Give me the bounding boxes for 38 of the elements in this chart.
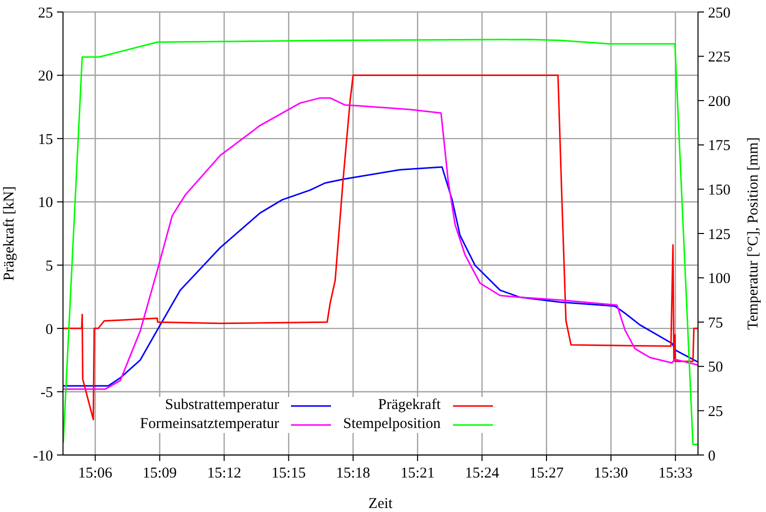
x-tick-label: 15:18 [336,466,370,482]
y2-tick-label: 200 [708,94,730,110]
y2-tick-label: 0 [708,448,716,464]
y-tick-label: 5 [46,258,53,274]
y-tick-label: 0 [46,322,53,338]
legend-label: Formeinsatztemperatur [140,416,280,433]
y2-tick-label: 225 [708,50,730,66]
line-series [63,97,698,390]
y-tick-label: 25 [38,5,53,22]
x-tick-label: 15:21 [400,466,435,482]
y-tick-label: 20 [38,68,53,85]
x-tick-label: 15:06 [78,466,113,482]
y2-tick-label: 75 [708,315,723,332]
x-tick-label: 15:09 [142,466,177,482]
y2-tick-label: 250 [708,5,730,22]
legend-label: Substrattemperatur [164,397,280,414]
x-axis-title: Zeit [368,496,394,512]
y-tick-label: 15 [38,132,53,148]
legend-label: Prägekraft [377,397,441,414]
y2-tick-label: 50 [708,360,723,376]
y2-tick-label: 125 [708,226,730,243]
x-tick-label: 15:30 [594,466,628,482]
x-tick-label: 15:12 [207,466,242,482]
y-tick-label: -10 [33,448,53,464]
y-tick-label: 10 [38,195,53,212]
y2-axis-title: Temperatur [°C], Position [mm] [745,137,762,330]
x-tick-label: 15:15 [272,466,306,482]
x-tick-label: 15:27 [529,466,564,482]
line-series [63,166,698,387]
legend-label: Stempelposition [343,416,441,433]
x-tick-label: 15:33 [658,466,693,482]
x-tick-label: 15:24 [464,466,500,482]
y-axis-title: Prägekraft [kN] [1,186,18,281]
y2-tick-label: 100 [708,271,730,288]
y2-tick-label: 175 [708,138,730,154]
y2-tick-label: 25 [708,404,723,420]
y2-tick-label: 150 [708,182,730,199]
y-tick-label: -5 [40,385,53,402]
